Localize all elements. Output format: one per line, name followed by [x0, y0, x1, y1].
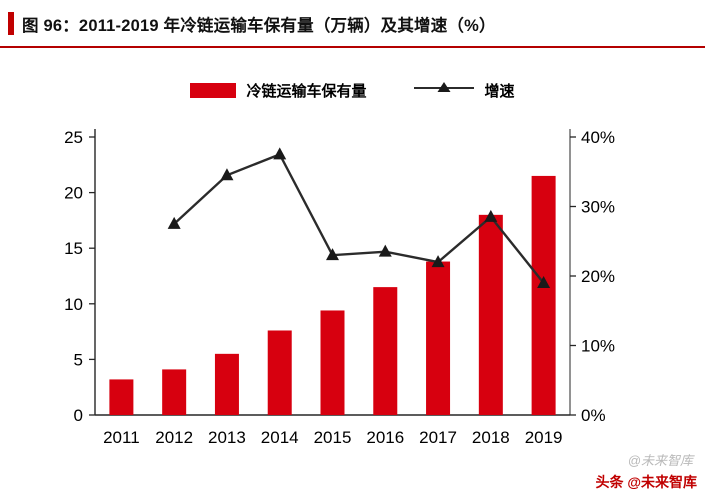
svg-text:2017: 2017	[419, 428, 457, 447]
watermark-gray: @未来智库	[627, 453, 693, 468]
chart-svg: 0 5 10 15 20 25 0% 10% 20% 30% 40% 2011 2012 2013 2014…	[64, 128, 615, 447]
svg-text:2014: 2014	[261, 428, 299, 447]
svg-text:40%: 40%	[581, 128, 615, 147]
title-underline	[0, 46, 705, 48]
svg-text:2019: 2019	[525, 428, 563, 447]
svg-text:30%: 30%	[581, 198, 615, 217]
svg-text:0: 0	[74, 406, 83, 425]
svg-text:20: 20	[64, 184, 83, 203]
svg-text:2015: 2015	[314, 428, 352, 447]
svg-text:2011: 2011	[103, 428, 140, 447]
svg-text:0%: 0%	[581, 406, 606, 425]
legend-item-bars: 冷链运输车保有量	[190, 80, 367, 101]
svg-text:5: 5	[74, 350, 83, 369]
legend-label-line: 增速	[484, 83, 515, 100]
svg-text:10: 10	[64, 295, 83, 314]
legend-label-bars: 冷链运输车保有量	[246, 83, 367, 100]
watermark-red: 头条 @未来智库	[595, 474, 697, 490]
legend-item-line: 增速	[413, 80, 515, 101]
figure-title: 图 96：2011-2019 年冷链运输车保有量（万辆）及其增速（%）	[22, 17, 496, 35]
svg-text:2018: 2018	[472, 428, 510, 447]
svg-text:15: 15	[64, 239, 83, 258]
line-series-marker-icon	[413, 80, 475, 101]
figure-header: 图 96：2011-2019 年冷链运输车保有量（万辆）及其增速（%）	[0, 0, 705, 48]
bar-series-swatch-icon	[190, 83, 237, 98]
svg-text:20%: 20%	[581, 267, 615, 286]
chart-legend: 冷链运输车保有量 增速	[0, 80, 705, 101]
svg-text:2013: 2013	[208, 428, 246, 447]
svg-text:2016: 2016	[366, 428, 404, 447]
title-accent-bar	[8, 12, 14, 35]
svg-text:2012: 2012	[155, 428, 193, 447]
svg-text:10%: 10%	[581, 337, 615, 356]
chart-area: 0 5 10 15 20 25 0% 10% 20% 30% 40% 2011 2012 2013 2014…	[0, 105, 705, 465]
svg-text:25: 25	[64, 128, 83, 147]
